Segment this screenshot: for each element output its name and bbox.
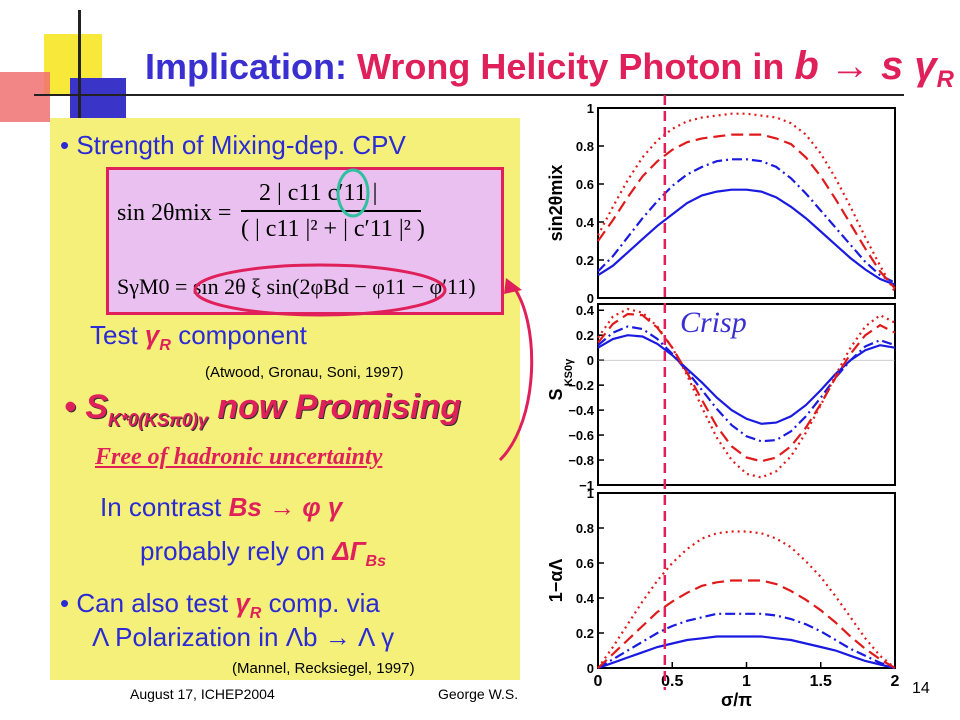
chart-3-xtick-label: 0	[594, 673, 603, 690]
contrast-prefix: In contrast	[100, 492, 222, 522]
b3-suffix: comp. via	[268, 588, 380, 618]
chart-3-ytick-label: 0.4	[576, 591, 595, 606]
chart-1-series-2-dashdot	[597, 158, 896, 284]
bullet-3: • Can also test γR comp. via	[60, 588, 380, 623]
rely-sym: ΔΓ	[332, 536, 366, 566]
chart-2-ytick-label: −0.6	[568, 428, 594, 443]
chart-1-ytick-label: 0.4	[576, 215, 595, 230]
title-part1: Implication	[145, 46, 336, 87]
chart-1-series-1-solid	[597, 188, 896, 286]
cyan-circle-annotation	[336, 168, 370, 218]
fraction-bar	[241, 210, 421, 212]
bullet-1: • Strength of Mixing-dep. CPV	[60, 130, 406, 160]
arrow-head	[504, 278, 522, 294]
decor-vline	[78, 10, 81, 120]
chart-3-ytick-label: 0	[587, 661, 594, 676]
footer-page: 14	[912, 680, 930, 697]
chart-3-ytick-label: 0.2	[576, 626, 594, 641]
contrast-proc: Bs → φ γ	[228, 492, 343, 522]
free-of-hadronic: Free of hadronic uncertainty	[95, 444, 383, 470]
chart-3-ytick-label: 1	[587, 486, 594, 501]
lambda-line: Λ Polarization in Λb → Λ γ	[92, 622, 395, 652]
formula-line2: SγM0 = sin 2θ ξ sin(2φBd − φ11 − φ′11)	[117, 274, 476, 299]
chart-3-xtick-label: 1	[742, 673, 751, 690]
contrast-line: In contrast Bs → φ γ	[100, 492, 342, 523]
b2-sub: K*0(KSπ0)γ	[108, 409, 208, 430]
page-title: Implication: Wrong Helicity Photon in b …	[145, 44, 954, 94]
citation-1: (Atwood, Gronau, Soni, 1997)	[205, 364, 404, 381]
chart-2-ytick-label: 0	[587, 353, 594, 368]
chart-1-series-4-dotted	[597, 112, 896, 293]
formula-box: sin 2θmix = 2 | c11 c′11 | ( | c11 |² + …	[106, 167, 504, 315]
b3-gamma: γ	[235, 588, 250, 618]
red-ellipse-annotation	[193, 263, 447, 317]
chart-2-ytick-label: −0.8	[568, 453, 594, 468]
chart-3-series-3-dashed	[597, 579, 896, 669]
test-suffix: component	[178, 320, 307, 350]
decor-hline	[34, 94, 904, 96]
decor-red-square	[0, 72, 50, 122]
bullet-1-text: Strength of Mixing-dep. CPV	[76, 130, 406, 160]
b3-prefix: Can also test	[76, 588, 229, 618]
b2-rest: now Promising	[217, 388, 462, 426]
title-process: b → s γ	[794, 44, 937, 88]
chart-3-xtick-label: 1.5	[810, 673, 832, 690]
chart-2-ytick-label: −0.4	[568, 403, 594, 418]
rely-sub: Bs	[365, 553, 386, 571]
chart-1-ytick-label: 1	[587, 101, 594, 116]
curved-arrow	[498, 284, 534, 462]
chart-1-ytick-label: 0.2	[576, 253, 594, 268]
chart-3-ylabel: 1−αΛ	[546, 559, 566, 603]
chart-3-series-2-dashdot	[597, 612, 896, 670]
chart-2-frame	[597, 303, 896, 486]
test-gamma-sub: R	[159, 337, 171, 355]
chart-3-xlabel: σ/π	[721, 690, 752, 710]
chart-2-ytick-label: 0.2	[576, 328, 594, 343]
rely-prefix: probably rely on	[140, 536, 325, 566]
chart-1-ylabel: sin2θmix	[546, 165, 566, 242]
chart-1-series-3-dashed	[597, 133, 896, 290]
test-line: Test γR component	[90, 320, 307, 355]
formula-line1-num: 2 | c11 c′11 |	[259, 180, 378, 206]
chart-1-ytick-label: 0.8	[576, 139, 594, 154]
chart-1-ytick-label: 0	[587, 291, 594, 306]
formula-line1-den: ( | c11 |² + | c′11 |² )	[241, 216, 425, 242]
chart-2-ytick-label: −1	[579, 478, 594, 493]
b2-main: S	[85, 388, 109, 426]
footer-author: George W.S.	[438, 686, 519, 702]
title-part2: Wrong Helicity Photon in	[357, 46, 785, 87]
chart-2-ylabel-sub: KS0γ	[563, 358, 575, 386]
chart-3-ytick-label: 0.6	[576, 556, 594, 571]
chart-1-frame	[597, 107, 896, 299]
chart-3-frame	[597, 492, 896, 669]
citation-2: (Mannel, Recksiegel, 1997)	[232, 660, 415, 677]
chart-2-series-2-dashdot	[597, 325, 896, 443]
formula-line1-lhs: sin 2θmix =	[117, 200, 232, 226]
chart-2-series-3-dashed	[597, 312, 896, 463]
rely-line: probably rely on ΔΓBs	[140, 536, 386, 571]
chart-2-ytick-label: 0.4	[576, 303, 595, 318]
title-process-sub: R	[936, 66, 954, 94]
chart-3-series-1-solid	[597, 635, 896, 670]
title-colon: :	[335, 46, 348, 87]
crisp-label: Crisp	[680, 306, 747, 339]
chart-3-ytick-label: 0.8	[576, 521, 594, 536]
chart-3-xtick-label: 0.5	[661, 673, 683, 690]
test-prefix: Test	[90, 320, 138, 350]
test-gamma: γ	[144, 320, 160, 350]
chart-3-xtick-label: 2	[891, 673, 900, 690]
chart-2-ylabel: S	[546, 388, 566, 400]
b3-sub: R	[249, 605, 262, 623]
chart-1-ytick-label: 0.6	[576, 177, 594, 192]
bullet-2: • SK*0(KSπ0)γ now Promising	[64, 388, 462, 430]
chart-2-ytick-label: −0.2	[568, 378, 594, 393]
footer-date: August 17, ICHEP2004	[130, 686, 275, 702]
